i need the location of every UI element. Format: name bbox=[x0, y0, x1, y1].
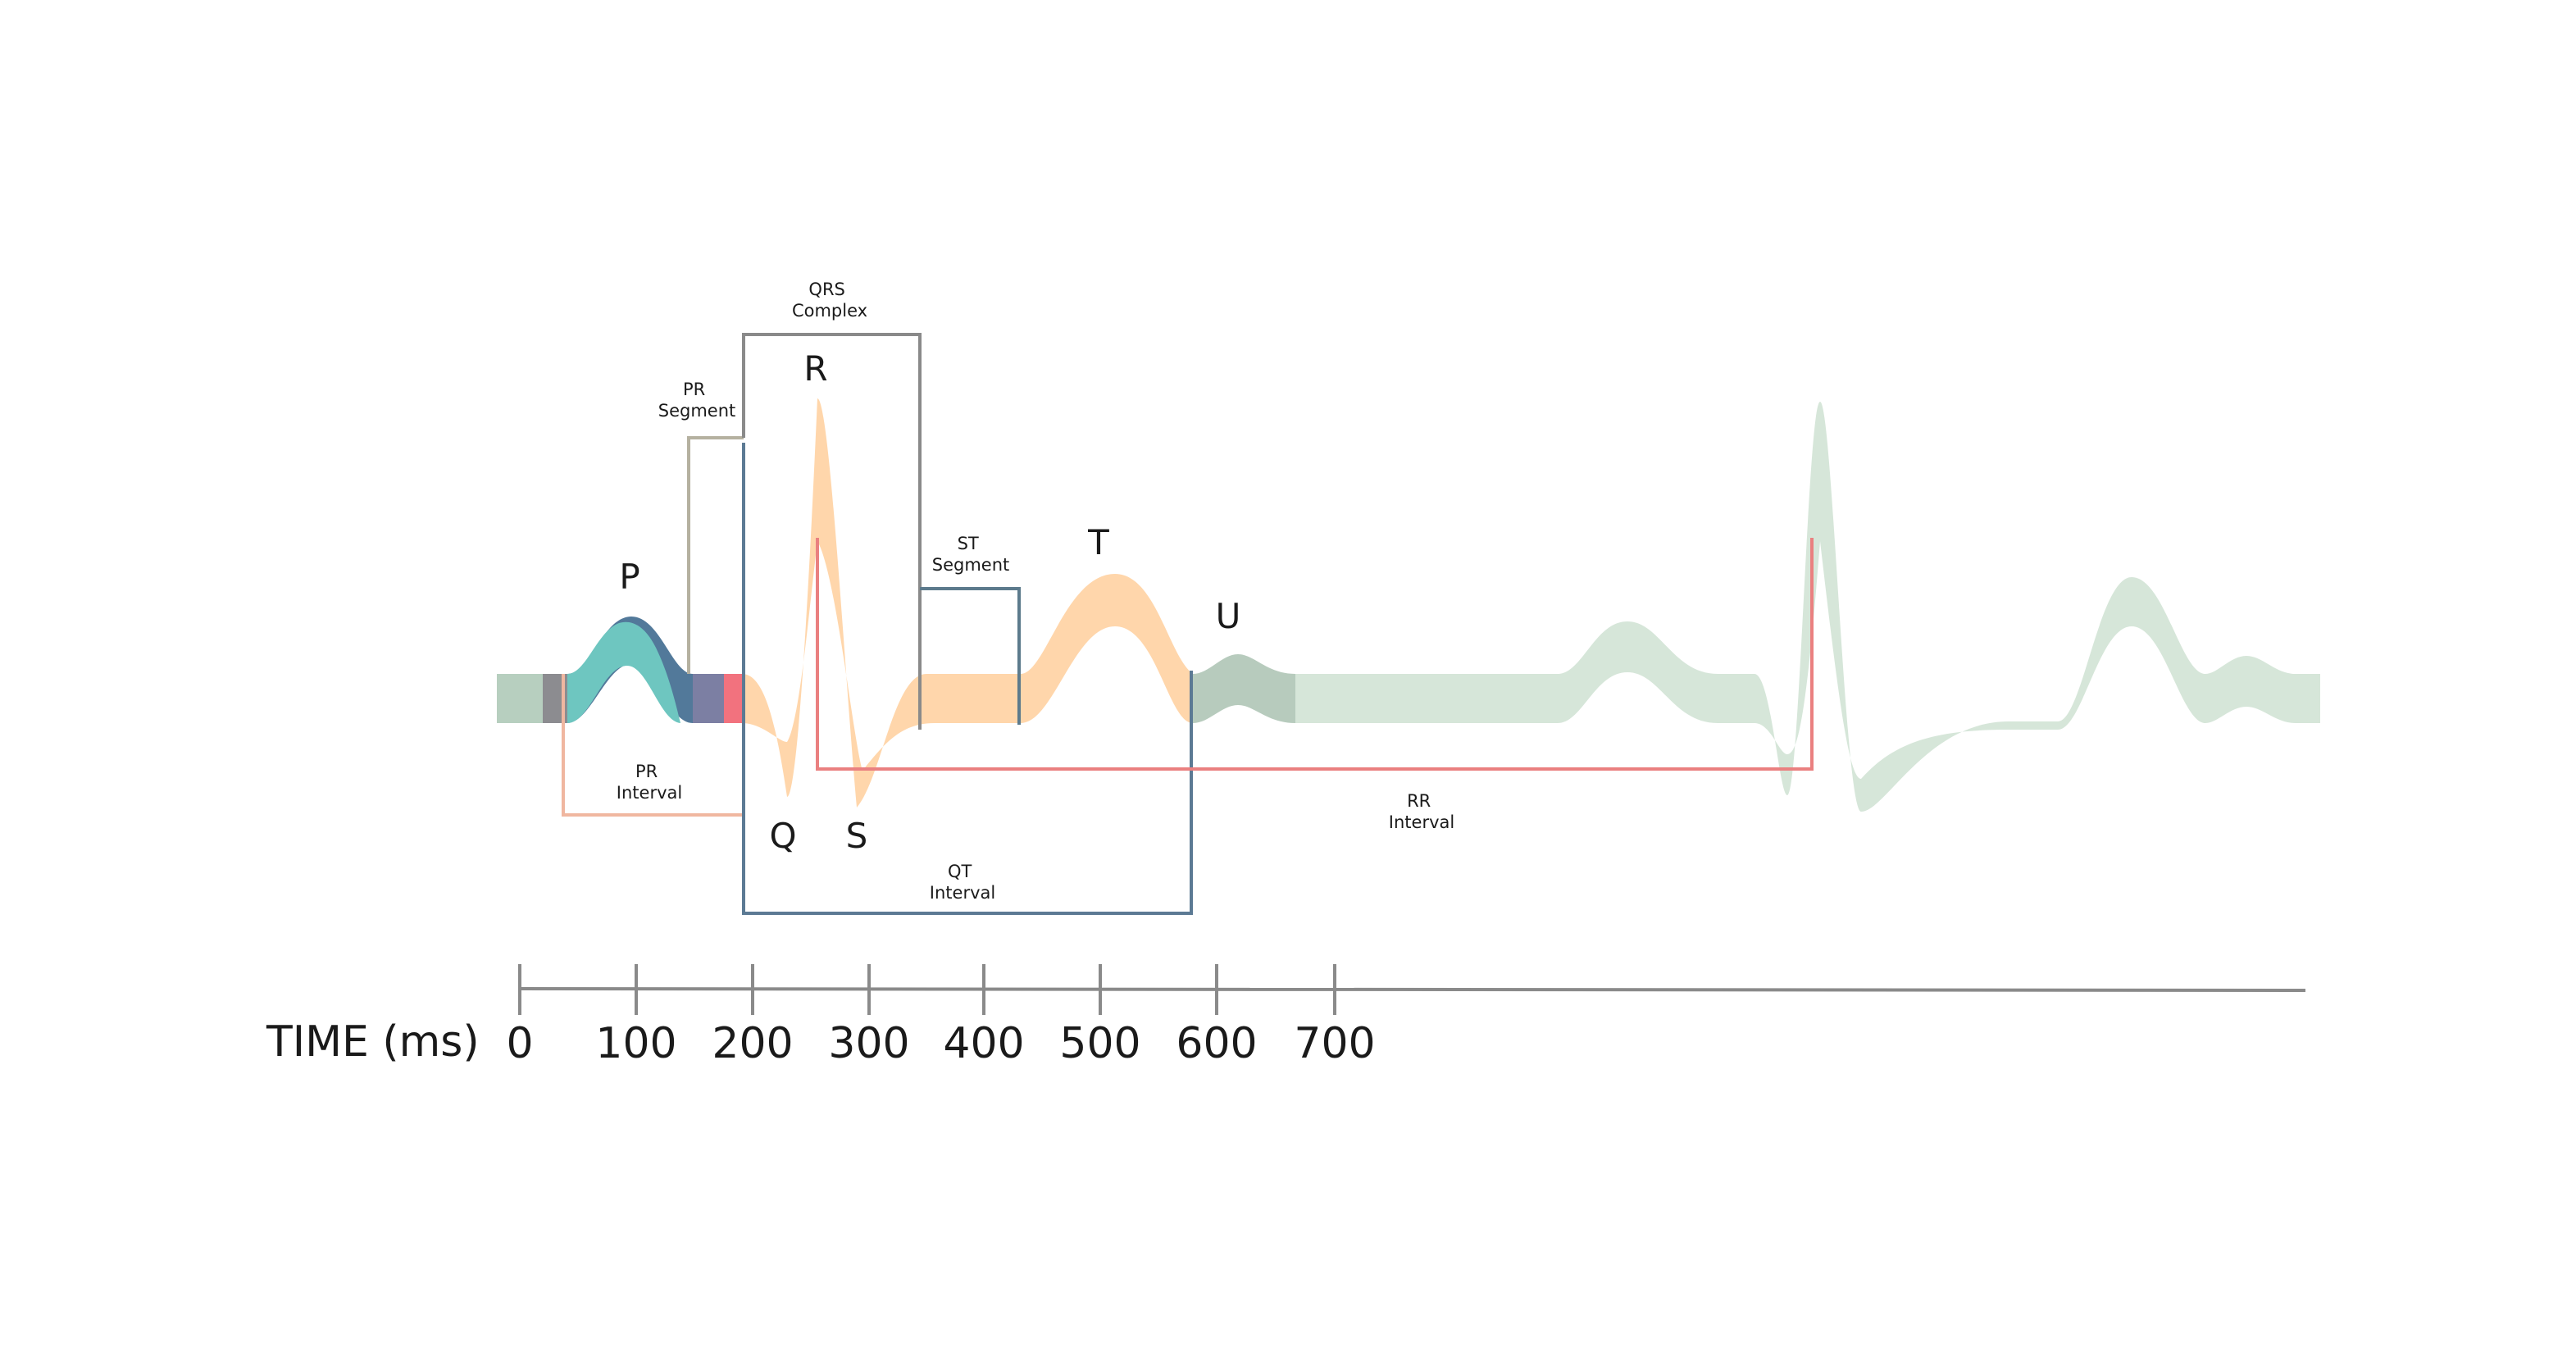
tick-label-400: 400 bbox=[943, 1019, 1024, 1068]
time-axis-line bbox=[519, 987, 2306, 992]
baseline-start-segment bbox=[497, 674, 543, 723]
pr-interval-label: PR Interval bbox=[617, 762, 682, 803]
r-wave-label: R bbox=[803, 348, 827, 389]
qrs-complex-bracket bbox=[742, 333, 922, 730]
ecg-second-cycle bbox=[1295, 402, 2320, 812]
tick-label-600: 600 bbox=[1176, 1019, 1257, 1068]
tick-label-0: 0 bbox=[506, 1019, 533, 1068]
pr-segment-bracket bbox=[687, 436, 744, 674]
qrs-complex-label: QRS Complex bbox=[792, 280, 867, 321]
p-wave-label: P bbox=[619, 557, 639, 597]
st-segment-label: ST Segment bbox=[932, 534, 1010, 575]
pr-end-fill bbox=[724, 674, 742, 723]
pr-segment-label: PR Segment bbox=[658, 380, 736, 421]
second-cycle-trace bbox=[1295, 402, 2320, 812]
time-axis: TIME (ms) 0 100 200 300 400 500 600 700 bbox=[266, 964, 2306, 1068]
tick-label-700: 700 bbox=[1294, 1019, 1375, 1068]
p-wave-front bbox=[567, 621, 680, 723]
st-segment-bracket bbox=[920, 587, 1021, 725]
qrst-trace bbox=[742, 398, 1193, 808]
q-wave-label: Q bbox=[769, 816, 796, 856]
s-wave-label: S bbox=[846, 816, 868, 856]
qt-interval-bracket bbox=[742, 443, 1193, 915]
tick-label-500: 500 bbox=[1059, 1019, 1140, 1068]
u-wave-label: U bbox=[1216, 596, 1241, 636]
time-axis-ticks bbox=[518, 964, 1336, 1015]
qt-interval-label: QT Interval bbox=[930, 862, 995, 903]
tick-label-100: 100 bbox=[595, 1019, 676, 1068]
u-wave bbox=[1193, 654, 1295, 723]
interval-brackets bbox=[562, 333, 1814, 915]
t-wave-label: T bbox=[1087, 522, 1109, 562]
pr-segment-fill bbox=[693, 674, 724, 723]
rr-interval-bracket bbox=[816, 538, 1814, 771]
pr-interval-bracket bbox=[562, 443, 745, 817]
tick-label-200: 200 bbox=[712, 1019, 793, 1068]
rr-interval-label: RR Interval bbox=[1389, 791, 1454, 832]
tick-label-300: 300 bbox=[828, 1019, 909, 1068]
time-axis-title: TIME (ms) bbox=[266, 1017, 480, 1067]
